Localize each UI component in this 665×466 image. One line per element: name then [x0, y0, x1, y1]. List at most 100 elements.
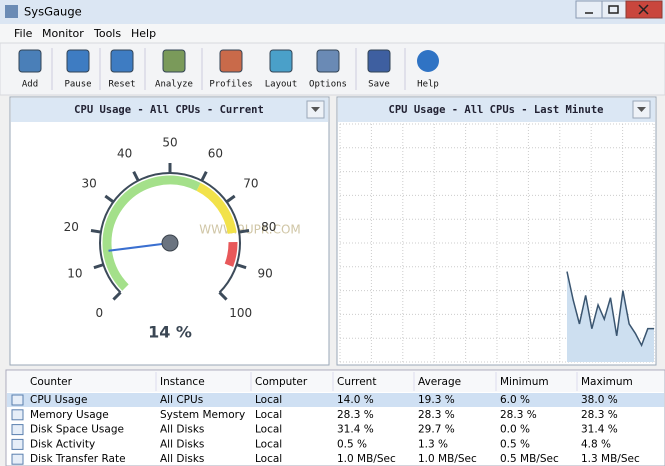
gauge-needle [108, 242, 171, 252]
table-cell: Disk Activity [30, 438, 95, 450]
gauge-tick [238, 229, 250, 234]
button-label: Layout [265, 80, 298, 90]
menu-item[interactable]: Tools [93, 27, 121, 40]
column-header[interactable]: Instance [160, 376, 205, 388]
table-cell: 1.3 % [418, 438, 448, 450]
gauge-value-label: 14 % [148, 323, 192, 342]
button-label: Reset [108, 80, 135, 90]
current-panel [9, 96, 330, 366]
toolbar-button[interactable]: Help [417, 50, 439, 90]
row-icon [11, 409, 24, 421]
toolbar-button[interactable]: Save [367, 49, 391, 90]
button-icon [219, 49, 243, 73]
table-cell: 14.0 % [337, 394, 374, 406]
menu-item[interactable]: Help [131, 27, 156, 40]
gauge-tick [93, 263, 104, 270]
menu-bar [0, 24, 665, 43]
table-cell: 0.5 % [337, 438, 367, 450]
title-bar [0, 0, 665, 24]
table-cell: Local [255, 409, 282, 421]
table-cell: Local [255, 453, 282, 465]
minimize-button[interactable] [575, 0, 603, 19]
button-icon [18, 49, 42, 73]
table-cell: Local [255, 424, 282, 436]
button-label: Help [417, 80, 439, 90]
table-cell: 6.0 % [500, 394, 530, 406]
window-controls-glyphs [585, 4, 649, 15]
gauge-tick [218, 291, 228, 301]
gauge-tick-label: 50 [162, 136, 177, 150]
column-header[interactable]: Counter [30, 376, 73, 388]
table-cell: All CPUs [160, 394, 203, 406]
toolbar-button[interactable]: Add [18, 49, 42, 90]
gauge-band [224, 241, 238, 267]
table-cell: 1.3 MB/Sec [581, 453, 640, 465]
toolbar-button[interactable]: Reset [108, 49, 136, 90]
gauge-tick [236, 263, 247, 270]
table-cell: 28.3 % [581, 409, 618, 421]
menu-item[interactable]: Monitor [42, 27, 84, 40]
gauge-tick-label: 20 [64, 220, 79, 234]
table-cell: 31.4 % [337, 424, 374, 436]
toolbar-button[interactable]: Options [309, 49, 347, 90]
column-header[interactable]: Current [337, 376, 376, 388]
row-icon [11, 453, 24, 465]
gauge-tick-label: 30 [81, 177, 96, 191]
gauge-tick-label: 80 [261, 220, 276, 234]
toolbar-button[interactable]: Pause [64, 49, 92, 90]
gauge-tick-label: 60 [208, 146, 223, 160]
column-header[interactable]: Computer [255, 376, 308, 388]
column-header[interactable]: Average [418, 376, 461, 388]
gauge-tick-label: 10 [67, 266, 82, 280]
button-icon [162, 49, 186, 73]
gauge-tick [200, 171, 208, 182]
row-icon [11, 394, 24, 406]
column-header[interactable]: Maximum [581, 376, 633, 388]
table-cell: Disk Space Usage [30, 424, 124, 436]
gauge-tick [90, 229, 102, 234]
table-cell: All Disks [160, 424, 204, 436]
row-icon [11, 438, 24, 450]
button-label: Pause [64, 80, 91, 90]
table-cell: All Disks [160, 453, 204, 465]
table-header [7, 371, 664, 392]
column-header[interactable]: Minimum [500, 376, 549, 388]
gauge-band [102, 175, 201, 291]
gauge-tick-label: 90 [257, 266, 272, 280]
maximize-button[interactable] [601, 0, 627, 19]
toolbar-button[interactable]: Analyze [155, 49, 193, 90]
table-cell: 1.0 MB/Sec [418, 453, 477, 465]
panel-title: CPU Usage - All CPUs - Last Minute [389, 104, 604, 116]
table-cell: Local [255, 438, 282, 450]
table-cell: All Disks [160, 438, 204, 450]
button-label: Profiles [209, 80, 252, 90]
row-icon [11, 424, 24, 436]
table-cell: 0.5 MB/Sec [500, 453, 559, 465]
menu-item[interactable]: File [14, 27, 33, 40]
gauge-hub [161, 234, 179, 252]
table-cell: 0.5 % [500, 438, 530, 450]
dropdown-arrow [311, 107, 320, 112]
table-cell: 19.3 % [418, 394, 455, 406]
table-cell: 29.7 % [418, 424, 455, 436]
history-line [566, 271, 654, 348]
button-icon [66, 49, 90, 73]
gauge-tick-label: 40 [117, 146, 132, 160]
button-icon [316, 49, 340, 73]
panel-header [11, 98, 328, 122]
watermark: WWW.9UPK.COM [199, 223, 301, 237]
toolbar-button[interactable]: Profiles [209, 49, 253, 90]
selected-row [7, 393, 664, 407]
table-cell: 38.0 % [581, 394, 618, 406]
button-icon [367, 49, 391, 73]
table-cell: 31.4 % [581, 424, 618, 436]
gauge-tick [225, 194, 236, 204]
table-cell: 4.8 % [581, 438, 611, 450]
window-title: SysGauge [24, 5, 82, 19]
toolbar-button[interactable]: Layout [265, 49, 298, 90]
table-cell: 28.3 % [418, 409, 455, 421]
gauge-tick-label: 70 [243, 177, 258, 191]
gauge-band [196, 182, 237, 235]
table-cell: 1.0 MB/Sec [337, 453, 396, 465]
